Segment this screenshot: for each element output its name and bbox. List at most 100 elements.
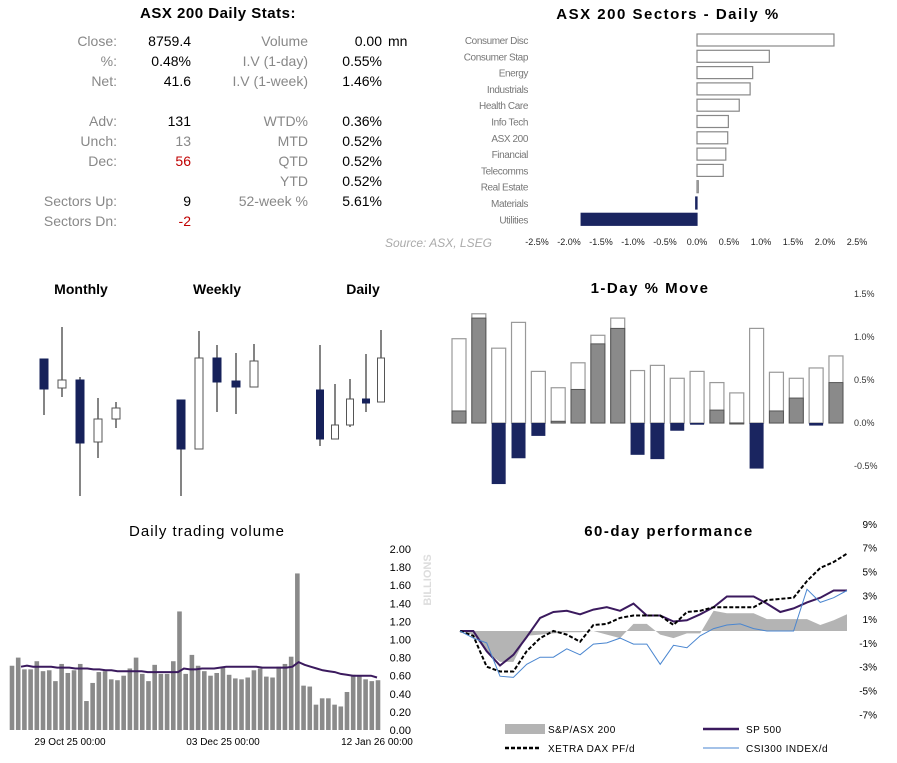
sector-label: ASX 200: [491, 134, 529, 145]
sector-label: Health Care: [479, 101, 529, 112]
chart-title: 1-Day % Move: [591, 280, 710, 297]
volume-bar: [307, 686, 313, 730]
stat-label: QTD: [278, 153, 308, 169]
stat-value: 0.55%: [342, 53, 382, 69]
stat-label: I.V (1-week): [232, 73, 308, 89]
range-bar: [491, 347, 507, 424]
stat-value: 9: [183, 193, 191, 209]
stat-label: MTD: [277, 133, 308, 149]
sector-bar: [695, 196, 698, 210]
range-bar: [749, 327, 765, 424]
close-bar: [729, 422, 745, 425]
tick-label: 1.0%: [751, 237, 772, 247]
x-tick-label: 03 Dec 25 00:00: [186, 737, 260, 748]
volume-bar: [220, 667, 226, 730]
close-bar: [749, 423, 764, 469]
stat-label: Close:: [77, 33, 117, 49]
candle-body: [212, 357, 222, 383]
volume-bar: [338, 706, 344, 730]
legend-swatch: [505, 724, 545, 734]
sector-bar: [696, 65, 754, 80]
candle-body: [75, 379, 85, 444]
volume-bar: [363, 679, 368, 730]
tick-label: 1%: [863, 615, 878, 626]
tick-label: -2.0%: [557, 237, 581, 247]
sector-label: Utilities: [499, 215, 528, 226]
tick-label: 0.0%: [687, 237, 708, 247]
tick-label: 1.60: [390, 580, 411, 592]
close-bar: [610, 327, 626, 424]
series-area: [460, 610, 847, 662]
volume-bar: [332, 704, 337, 730]
tick-label: 0.5%: [854, 375, 875, 385]
volume-bar: [350, 674, 356, 730]
stat-value: 0.52%: [342, 153, 382, 169]
tick-label: 0.80: [390, 653, 411, 665]
moving-average-line: [20, 660, 378, 679]
volume-bar: [59, 663, 64, 730]
stat-value: 8759.4: [148, 33, 191, 49]
tick-label: 1.00: [390, 635, 411, 647]
volume-bar: [202, 671, 207, 730]
legend-label: SP 500: [746, 725, 782, 736]
one-day-move-chart: 1-Day % Move 1.5% 1.0% 0.5% 0.0% -0.5%: [451, 280, 878, 485]
volume-bar: [46, 670, 52, 730]
volume-bar: [84, 701, 89, 730]
tick-label: 5%: [863, 568, 878, 579]
volume-bar: [288, 656, 294, 730]
volume-bar: [257, 668, 263, 730]
tick-label: 2.00: [390, 544, 411, 556]
close-bar: [590, 343, 606, 424]
close-bar: [788, 397, 804, 424]
volume-bar: [239, 679, 244, 730]
volume-bar: [146, 681, 151, 730]
volume-bar: [183, 673, 188, 730]
stat-label: 52-week %: [238, 193, 308, 209]
close-bar: [670, 423, 685, 431]
tick-label: 1.40: [390, 598, 411, 610]
series-line: [459, 552, 848, 673]
stat-unit: mn: [388, 33, 408, 49]
candle-body: [176, 399, 186, 450]
volume-bar: [22, 669, 27, 730]
stat-label: I.V (1-day): [242, 53, 308, 69]
volume-bar: [319, 698, 325, 730]
volume-bar: [96, 672, 102, 730]
tick-label: 1.5%: [783, 237, 804, 247]
x-tick-label: 12 Jan 26 00:00: [341, 737, 413, 748]
stat-label: Net:: [91, 73, 117, 89]
candle-body: [316, 389, 324, 440]
stat-value: 0.00: [354, 33, 382, 49]
volume-bar: [164, 673, 170, 730]
legend-label: XETRA DAX PF/d: [548, 744, 635, 755]
volume-bar: [71, 670, 77, 730]
volume-bar: [245, 677, 251, 730]
sector-label: Info Tech: [491, 118, 528, 129]
range-bar: [808, 367, 824, 424]
candle-body: [362, 398, 370, 404]
volume-bar: [233, 678, 238, 730]
volume-bar: [295, 573, 300, 730]
tick-label: 9%: [863, 520, 878, 531]
tick-label: -1.0%: [621, 237, 645, 247]
range-bar: [530, 370, 546, 424]
stat-value: 13: [175, 133, 191, 149]
volume-bar: [9, 665, 15, 730]
volume-bar: [15, 657, 21, 730]
volume-bar: [40, 671, 46, 730]
close-bar: [630, 423, 645, 455]
volume-bar: [301, 685, 306, 730]
volume-bar: [28, 669, 33, 730]
sector-label: Consumer Disc: [465, 36, 529, 47]
stat-value: 0.52%: [342, 133, 382, 149]
sector-bar: [696, 147, 727, 161]
close-bar: [451, 410, 467, 424]
stat-value: 41.6: [163, 73, 191, 89]
range-bar: [649, 364, 665, 424]
close-bar: [650, 423, 665, 460]
chart-title: 60-day performance: [584, 523, 754, 540]
stat-value: -2: [178, 213, 191, 229]
volume-bar: [108, 679, 114, 730]
stat-label: Dec:: [88, 153, 117, 169]
close-bar: [828, 382, 844, 424]
